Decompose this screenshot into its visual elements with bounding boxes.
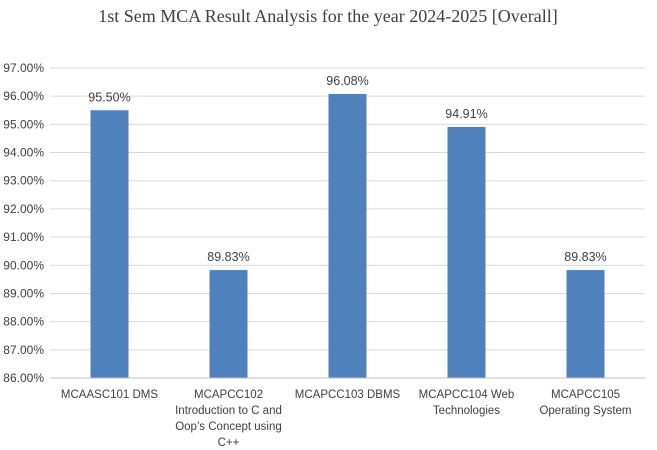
y-tick-label: 90.00%	[3, 258, 44, 272]
category-label: MCAPCC104 Web Technologies	[419, 389, 515, 417]
chart-title: 1st Sem MCA Result Analysis for the year…	[98, 6, 557, 26]
data-label: 94.91%	[445, 107, 487, 121]
y-tick-label: 93.00%	[3, 174, 44, 188]
category-label: MCAPCC105 Operating System	[539, 389, 631, 417]
category-label: MCAPCC102 Introduction to C and Oop’s Conc…	[175, 389, 282, 449]
data-label: 95.50%	[88, 90, 130, 104]
bar	[328, 93, 367, 378]
y-tick-label: 87.00%	[3, 343, 44, 357]
category-label: MCAPCC103 DBMS	[295, 389, 401, 401]
y-axis-tick-labels: 86.00% 87.00% 88.00% 89.00% 90.00% 91.00% 92.0…	[3, 61, 44, 385]
bar	[209, 270, 248, 378]
bar	[447, 126, 486, 379]
y-tick-label: 89.00%	[3, 286, 44, 300]
y-tick-label: 96.00%	[3, 89, 44, 103]
data-labels: 95.50% 89.83% 96.08% 94.91% 89.83%	[88, 74, 606, 264]
y-tick-label: 97.00%	[3, 61, 44, 75]
y-tick-label: 92.00%	[3, 202, 44, 216]
y-tick-label: 88.00%	[3, 315, 44, 329]
data-label: 89.83%	[207, 250, 249, 264]
y-tick-label: 91.00%	[3, 230, 44, 244]
bars	[90, 93, 605, 379]
data-label: 96.08%	[326, 74, 368, 88]
y-tick-label: 86.00%	[3, 371, 44, 385]
y-tick-label: 94.00%	[3, 146, 44, 160]
bar	[90, 110, 129, 378]
bar	[566, 270, 605, 378]
data-label: 89.83%	[564, 250, 606, 264]
y-tick-label: 95.00%	[3, 117, 44, 131]
category-labels: MCAASC101 DMS MCAPCC102 Introduction to C …	[61, 389, 632, 449]
category-label: MCAASC101 DMS	[61, 389, 158, 401]
